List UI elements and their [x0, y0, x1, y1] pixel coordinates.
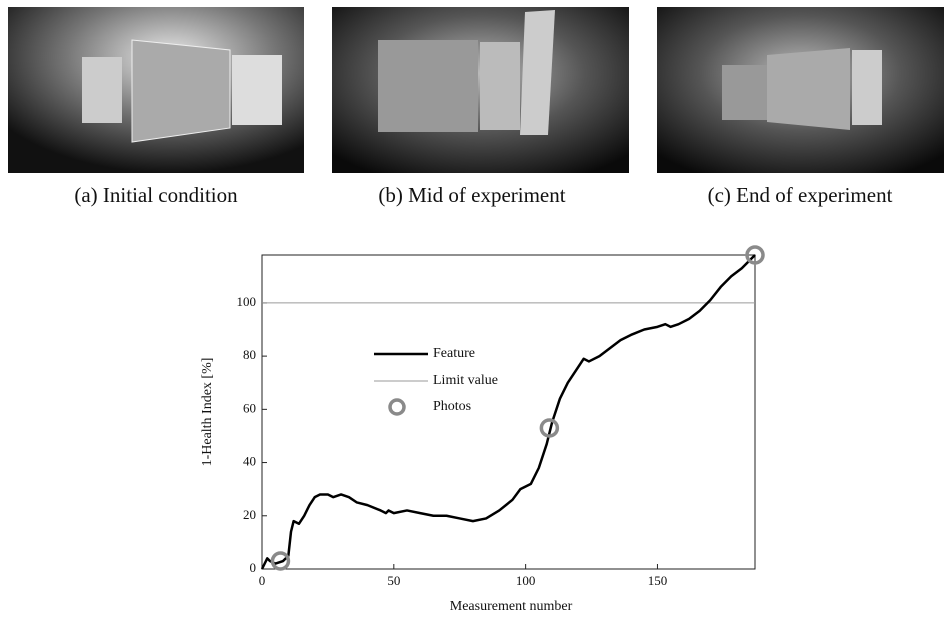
- feature-line: [260, 254, 756, 570]
- y-tick-label: 0: [250, 560, 257, 575]
- legend-swatch: [388, 398, 406, 416]
- caption: (c) End of experiment: [708, 183, 893, 207]
- x-tick-label: 100: [516, 573, 536, 588]
- photo-b: [332, 7, 629, 173]
- y-tick-label: 60: [243, 400, 256, 415]
- photo-marker: [745, 245, 765, 265]
- x-axis-label: Measurement number: [450, 599, 573, 614]
- legend-label: Feature: [433, 346, 475, 361]
- caption: (b) Mid of experiment: [378, 183, 565, 207]
- y-tick-label: 20: [243, 507, 256, 522]
- legend-label: Limit value: [433, 373, 498, 388]
- photo-c: [657, 7, 944, 173]
- x-tick-label: 150: [648, 573, 668, 588]
- y-tick-label: 100: [237, 294, 257, 309]
- x-tick-label: 50: [387, 573, 400, 588]
- photo-a: [8, 7, 304, 173]
- y-tick-label: 40: [243, 454, 256, 469]
- legend-label: Photos: [433, 399, 471, 414]
- caption: (a) Initial condition: [74, 183, 238, 207]
- plot-frame: [261, 254, 756, 570]
- photo-marker: [270, 551, 291, 571]
- photo-marker: [539, 418, 560, 438]
- x-tick-label: 0: [259, 573, 266, 588]
- y-axis-label: 1-Health Index [%]: [200, 358, 215, 467]
- y-tick-label: 80: [243, 347, 256, 362]
